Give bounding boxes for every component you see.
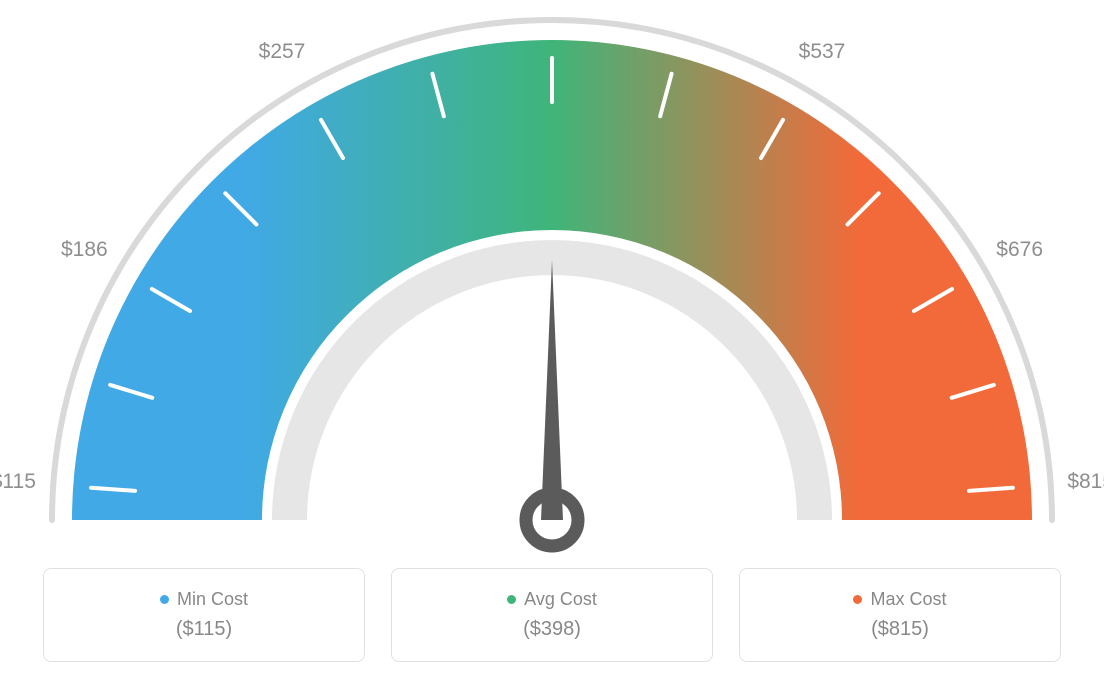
legend-top-max: Max Cost <box>853 589 946 610</box>
legend-value-min: ($115) <box>176 618 232 641</box>
legend-dot-avg <box>507 595 516 604</box>
legend-value-max: ($815) <box>871 618 929 641</box>
legend-value-avg: ($398) <box>523 618 581 641</box>
gauge-tick-label: $115 <box>0 470 36 494</box>
legend-box-avg: Avg Cost ($398) <box>391 568 713 662</box>
gauge-tick-label: $815 <box>1067 470 1104 494</box>
gauge-chart-wrap: $115$186$257$398$537$676$815 Min Cost ($… <box>0 0 1104 690</box>
legend-dot-max <box>853 595 862 604</box>
legend-box-max: Max Cost ($815) <box>739 568 1061 662</box>
gauge-tick-label: $257 <box>259 40 306 64</box>
legend-top-avg: Avg Cost <box>507 589 597 610</box>
gauge-tick-label: $537 <box>799 40 846 64</box>
legend-box-min: Min Cost ($115) <box>43 568 365 662</box>
gauge-area: $115$186$257$398$537$676$815 <box>0 0 1104 560</box>
legend-dot-min <box>160 595 169 604</box>
gauge-tick-label: $676 <box>996 238 1043 262</box>
legend-row: Min Cost ($115) Avg Cost ($398) Max Cost… <box>0 568 1104 662</box>
legend-title-avg: Avg Cost <box>524 589 597 610</box>
legend-title-min: Min Cost <box>177 589 248 610</box>
legend-title-max: Max Cost <box>870 589 946 610</box>
gauge-tick-label: $186 <box>61 238 108 262</box>
gauge-svg <box>0 0 1104 560</box>
legend-top-min: Min Cost <box>160 589 248 610</box>
